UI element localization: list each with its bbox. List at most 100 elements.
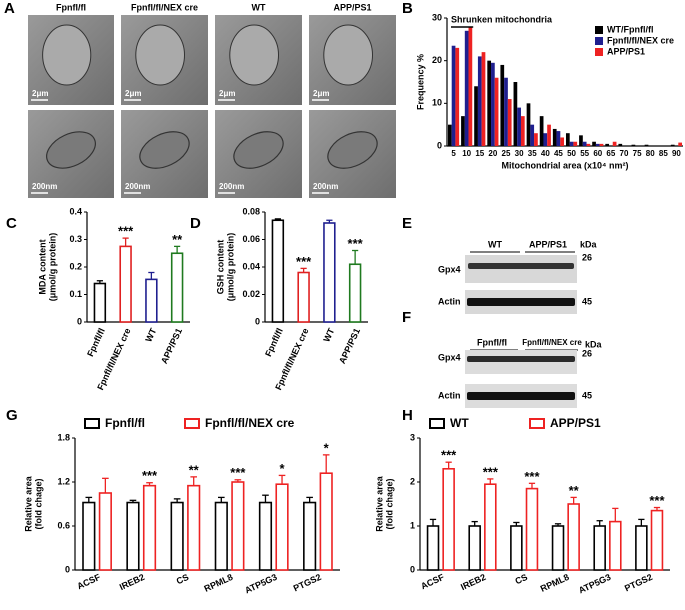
bar [455,47,460,146]
bar [468,26,473,146]
bar [297,271,310,323]
bar [510,525,523,571]
x-tick-label: 45 [554,149,563,158]
significance: *** [649,493,665,508]
bar [461,116,465,146]
bar [609,520,622,571]
blot-protein: Actin [438,390,461,400]
blot-size: 45 [582,390,592,400]
bar [319,472,333,571]
bar [303,501,317,571]
scale-label: 200nm [125,182,150,191]
panel-label: B [402,0,413,17]
blot-group: Fpnfl/fl/NEX cre [522,338,582,347]
bar [595,143,600,146]
significance: ** [569,483,580,498]
y-tick-label: 1 [410,520,415,530]
x-tick-label: 10 [462,149,471,158]
bar [142,484,157,571]
nucleus [323,24,374,86]
significance: ** [172,232,183,247]
y-tick-label: 0.6 [57,520,70,530]
y-axis-label: (μmol/g protein) [225,233,235,302]
y-axis-label: (fold chage) [33,478,43,529]
legend-label: Fpnfl/fl/NEX cre [205,416,295,430]
x-tick-label: IREB2 [118,572,146,592]
bar [526,103,531,146]
y-tick-label: 0.4 [69,206,82,216]
legend-swatch [429,418,445,429]
bar [543,133,548,146]
bar [582,141,587,146]
y-tick-label: 1.2 [57,476,70,486]
panel-label: G [6,407,18,424]
x-tick-label: Fpnfl/fl [263,327,285,358]
x-tick-label: 75 [633,149,642,158]
scale-label: 2μm [219,89,235,98]
bar [551,525,565,571]
legend-label: APP/PS1 [550,416,601,430]
nucleus [42,24,92,86]
y-tick-label: 0 [65,564,70,574]
bar [599,143,604,146]
blot-size: 26 [582,348,592,358]
bar [547,124,551,146]
bar [487,60,492,146]
significance: * [324,440,330,455]
x-tick-label: 55 [580,149,589,158]
bar [451,45,456,146]
y-tick-label: 30 [432,12,442,22]
bar [513,82,518,146]
blot-band [467,392,575,400]
bar [426,525,440,571]
y-tick-label: 0.02 [242,289,260,299]
x-tick-label: 70 [620,149,629,158]
image-title: Fpnfl/fl [56,2,86,12]
bar [119,245,132,323]
y-tick-label: 0 [77,316,82,326]
bar [468,525,481,571]
legend-label: WT [450,416,469,430]
bar [520,116,525,146]
x-tick-label: RPML8 [203,572,235,594]
bar [579,135,583,146]
significance: *** [142,468,158,483]
bar [447,124,452,146]
bar [491,62,495,146]
legend-swatch [595,26,603,34]
blot-protein: Actin [438,296,461,306]
panel-label: D [190,215,201,232]
panel-label: F [402,309,411,326]
bar [258,501,273,571]
legend-label: APP/PS1 [607,46,645,56]
x-tick-label: 15 [475,149,484,158]
bar [560,137,565,146]
bar [635,525,648,571]
y-tick-label: 1.8 [57,432,70,442]
blot-unit: kDa [585,339,603,349]
scale-label: 200nm [313,182,338,191]
bar [556,131,561,146]
bar [481,52,486,147]
x-tick-label: PTGS2 [292,572,323,594]
bar [126,501,140,571]
image-title: WT [252,2,266,12]
scale-label: 2μm [32,89,48,98]
y-tick-label: 0.1 [69,289,82,299]
x-tick-label: 50 [567,149,576,158]
y-axis-label: Frequency % [415,54,425,110]
y-axis-label: MDA content [37,239,47,294]
panel-label: A [4,0,15,17]
y-tick-label: 20 [432,55,442,65]
y-axis-label: (fold chage) [384,478,394,529]
bar [650,509,664,571]
significance: *** [296,254,312,269]
bar [504,77,508,146]
bar [670,144,675,146]
x-tick-label: 60 [593,149,602,158]
x-tick-label: CS [175,572,191,586]
bar [678,142,683,146]
scale-label: 200nm [219,182,244,191]
legend-swatch [595,37,603,45]
legend-swatch [529,418,545,429]
